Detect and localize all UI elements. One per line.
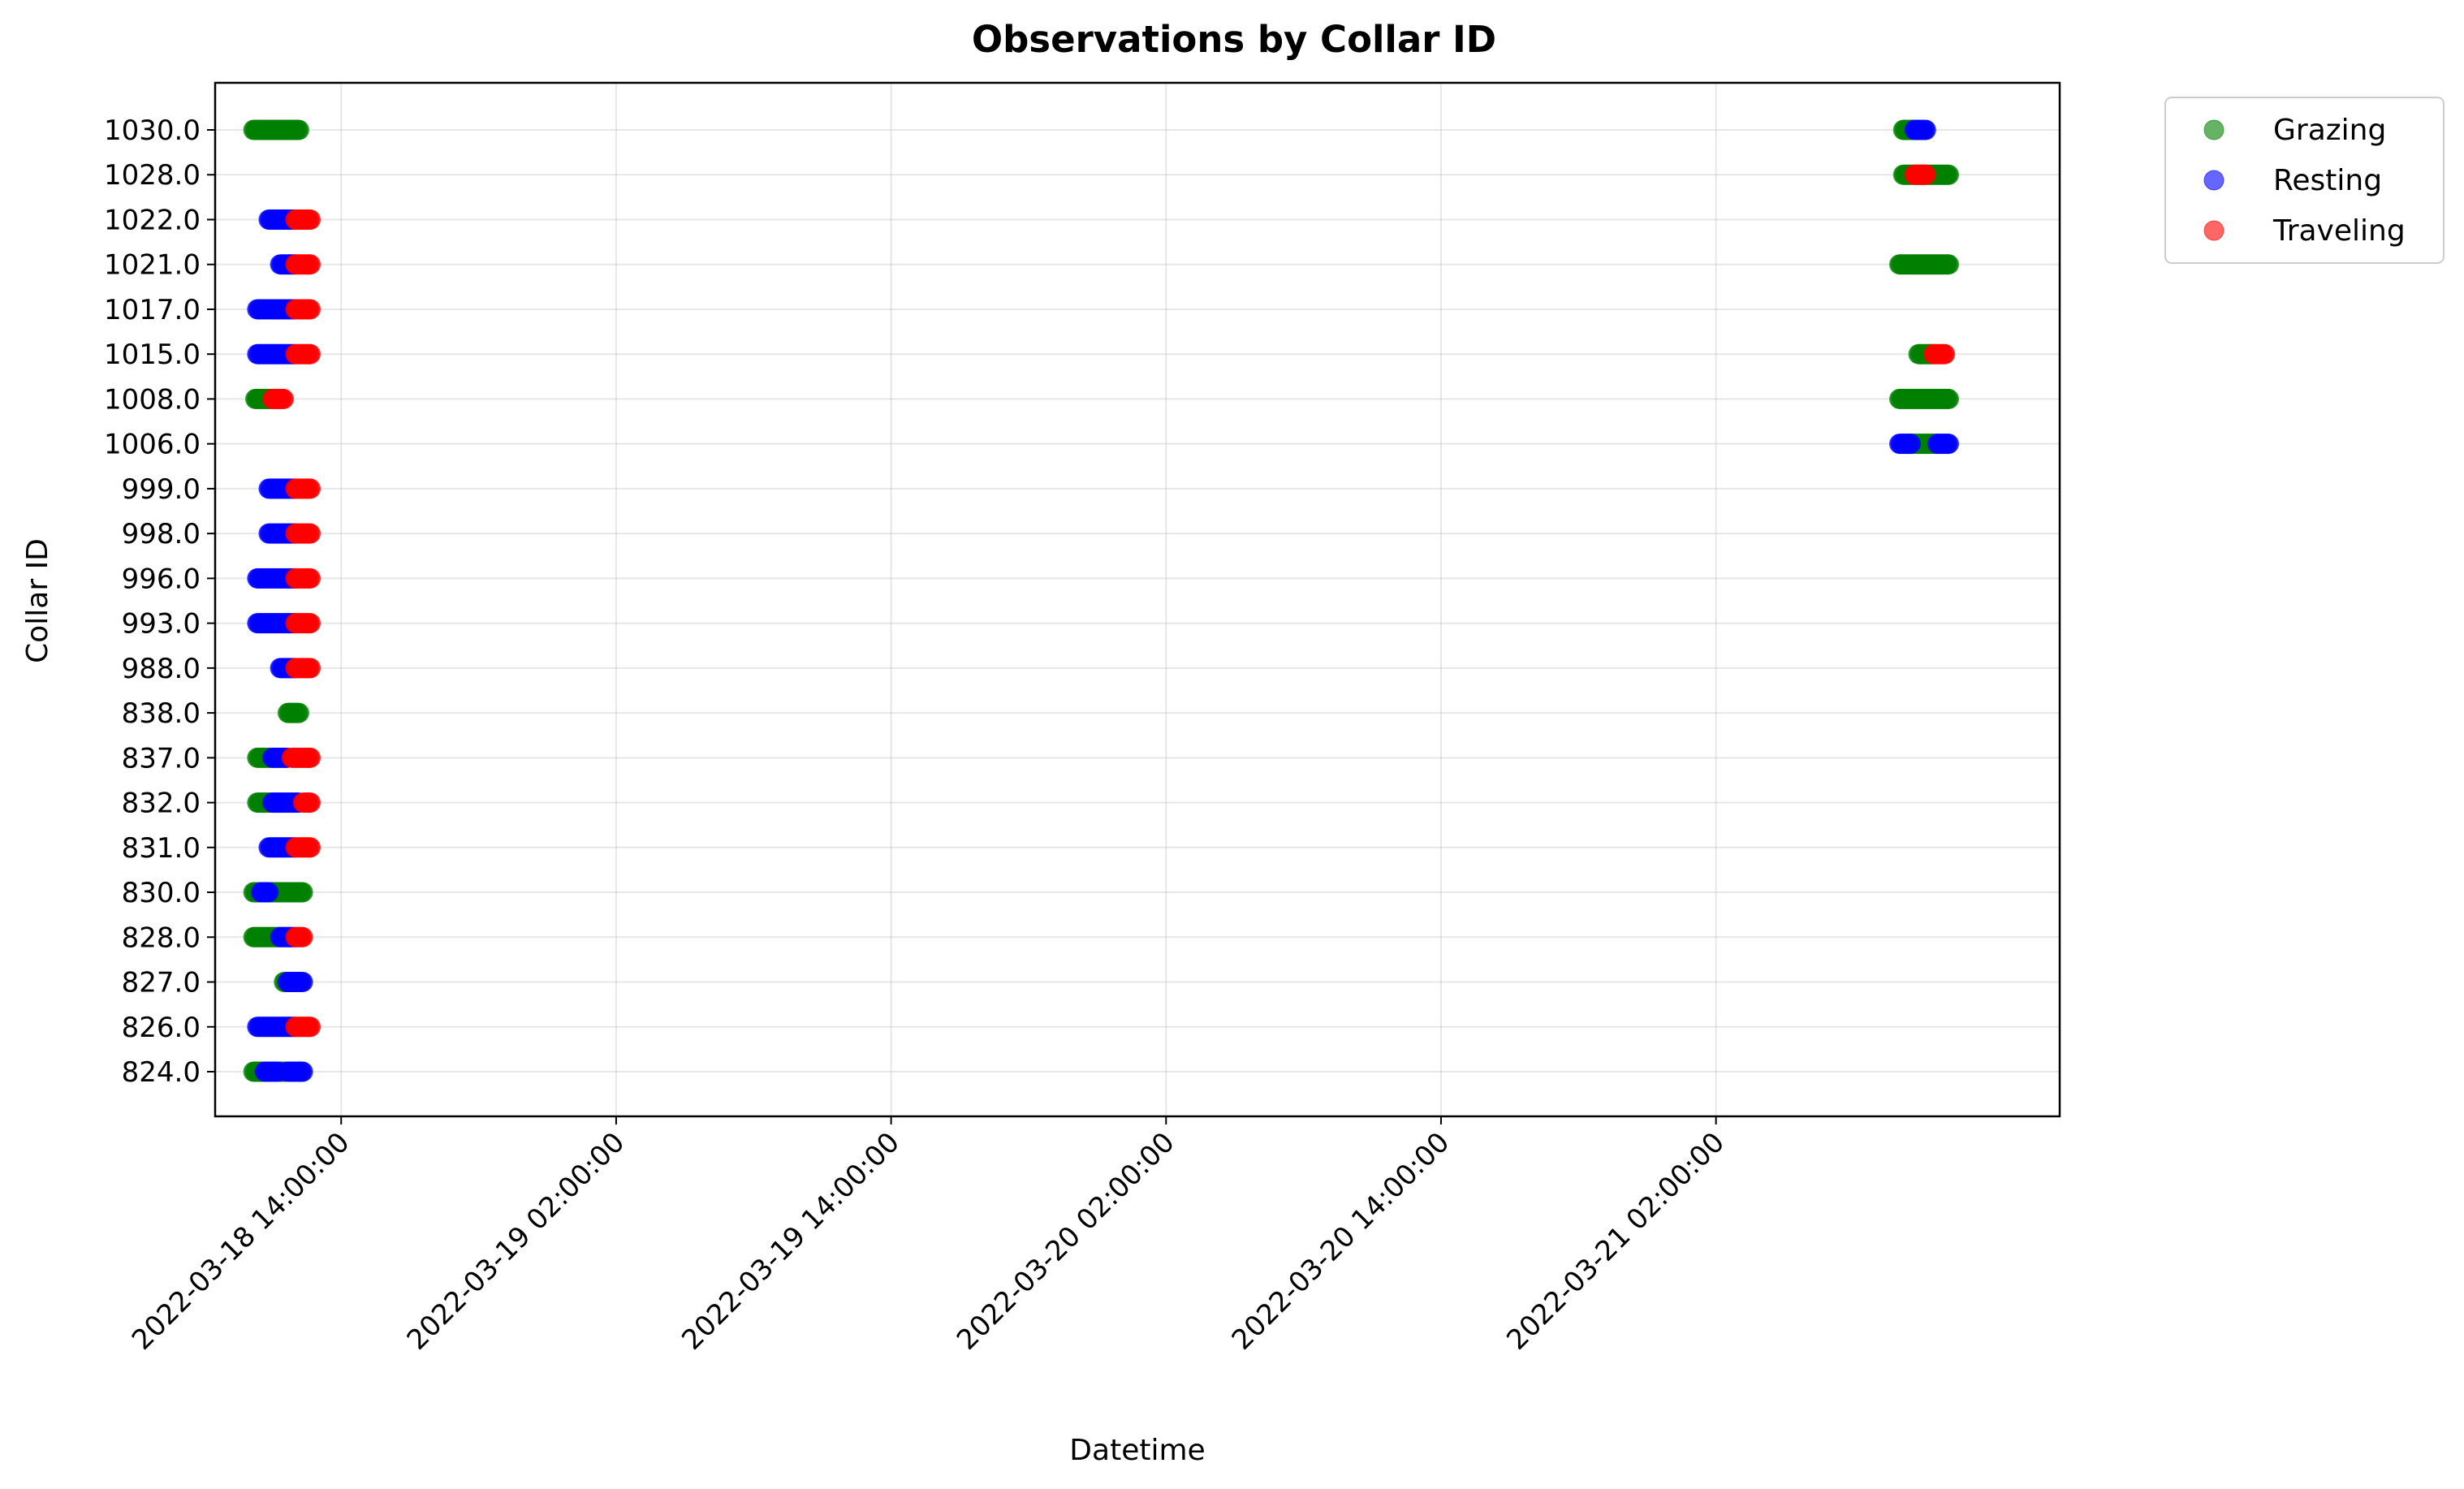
legend-box [2164, 97, 2445, 264]
y-tick-label: 832.0 [122, 788, 201, 820]
y-tick-label: 1008.0 [104, 383, 201, 416]
y-tick-label: 1028.0 [104, 159, 201, 192]
legend-marker [2203, 119, 2225, 140]
legend: Grazing Resting Traveling [2164, 97, 2445, 264]
data-point [1935, 343, 1956, 365]
data-point [292, 882, 313, 903]
data-point [1939, 164, 1960, 185]
data-point [300, 747, 321, 768]
y-tick-label: 837.0 [122, 742, 201, 775]
data-point [292, 972, 313, 993]
y-tick-label: 1021.0 [104, 249, 201, 282]
data-point [300, 568, 321, 589]
legend-label: Traveling [2272, 214, 2406, 248]
y-tick-label: 830.0 [122, 877, 201, 909]
y-tick-label: 826.0 [122, 1012, 201, 1044]
y-axis-label: Collar ID [21, 538, 54, 663]
y-tick-label: 828.0 [122, 921, 201, 954]
data-point [300, 254, 321, 275]
plot-frame [214, 81, 2061, 1118]
legend-label: Grazing [2273, 114, 2386, 147]
legend-marker [2203, 220, 2225, 241]
data-point [258, 882, 279, 903]
y-tick-label: 996.0 [122, 563, 201, 595]
y-tick-label: 1022.0 [104, 204, 201, 236]
legend-label: Resting [2273, 164, 2382, 197]
y-tick-label: 827.0 [122, 967, 201, 999]
data-point [292, 926, 313, 947]
data-point [300, 658, 321, 679]
y-tick-label: 988.0 [122, 653, 201, 685]
data-point [1901, 434, 1922, 455]
y-tick-label: 999.0 [122, 473, 201, 506]
data-point [288, 119, 309, 140]
legend-marker [2203, 170, 2225, 191]
y-tick-label: 1030.0 [104, 114, 201, 147]
data-point [300, 837, 321, 858]
y-tick-label: 824.0 [122, 1056, 201, 1089]
data-point [274, 388, 295, 409]
y-tick-label: 1017.0 [104, 294, 201, 326]
grid [215, 83, 2060, 1116]
data-point [300, 1016, 321, 1038]
data-point [1939, 254, 1960, 275]
data-point [300, 523, 321, 544]
data-point [300, 792, 321, 814]
data-point [300, 299, 321, 320]
y-tick-label: 993.0 [122, 608, 201, 641]
data-point [1939, 434, 1960, 455]
chart-title: Observations by Collar ID [972, 18, 1496, 61]
data-point [300, 478, 321, 499]
y-tick-label: 831.0 [122, 832, 201, 865]
data-point [300, 343, 321, 365]
y-tick-label: 998.0 [122, 518, 201, 550]
y-tick-label: 1006.0 [104, 429, 201, 461]
y-tick-label: 838.0 [122, 697, 201, 730]
data-point [1939, 388, 1960, 409]
data-point [300, 613, 321, 634]
y-axis: 824.0 826.0 827.0 828.0 830.0 831.0 832.0 837.0… [104, 114, 215, 1089]
x-axis-label: Datetime [1069, 1434, 1205, 1467]
data-point [300, 209, 321, 230]
data-point [292, 1061, 313, 1082]
data-point [1915, 119, 1936, 140]
data-point [1915, 164, 1936, 185]
data-point [288, 702, 309, 723]
data-points [243, 119, 1960, 1082]
y-tick-label: 1015.0 [104, 339, 201, 371]
